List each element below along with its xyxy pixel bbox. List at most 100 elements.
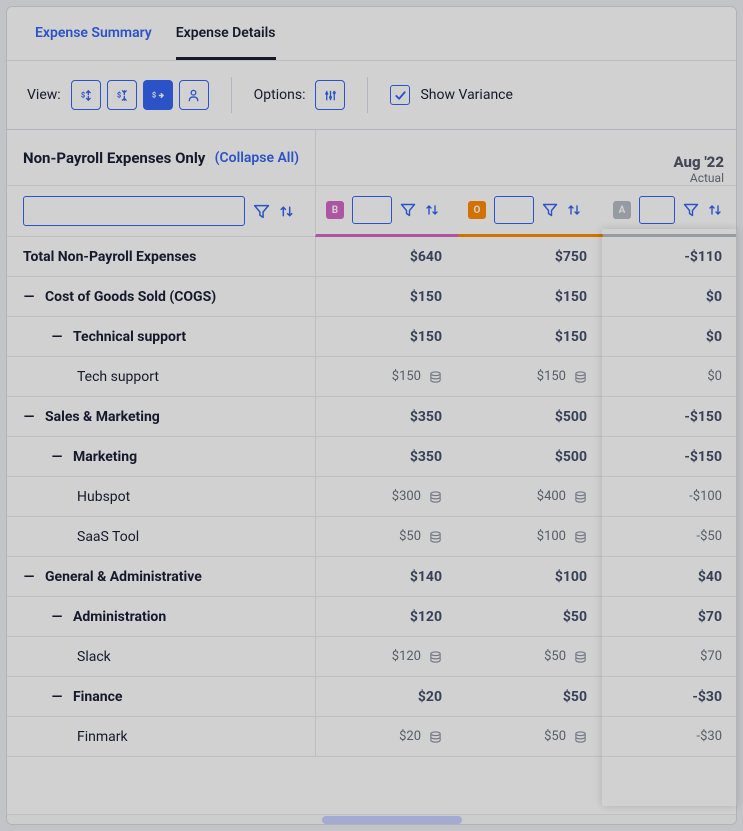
table-row-sub[interactable]: —Finance $20 $50 -$30 — [7, 677, 736, 717]
value: $100 — [555, 569, 587, 585]
toolbar-divider-1 — [231, 77, 232, 113]
sort-icon-o[interactable] — [566, 202, 582, 218]
value: $120 — [410, 609, 442, 625]
badge-o: O — [468, 201, 486, 219]
sort-icon-b[interactable] — [424, 202, 440, 218]
value: $20 — [418, 689, 442, 705]
value: -$110 — [684, 249, 722, 265]
value: $150 — [392, 369, 421, 384]
table-row-sub[interactable]: —Technical support $150 $150 $0 — [7, 317, 736, 357]
horizontal-scrollbar[interactable] — [7, 814, 736, 824]
table-row-section[interactable]: —Sales & Marketing $350 $500 -$150 — [7, 397, 736, 437]
value-cell: $300 — [315, 477, 458, 517]
header-month-cell: Aug '22 Actual — [603, 130, 737, 186]
options-btn-sliders[interactable] — [315, 80, 345, 110]
value-cell: $40 — [603, 557, 737, 597]
sort-icon[interactable] — [278, 203, 295, 220]
value-cell: -$150 — [603, 397, 737, 437]
filter-icon-b[interactable] — [400, 202, 416, 218]
scrollbar-thumb[interactable] — [322, 816, 462, 824]
value: $400 — [537, 489, 566, 504]
value-cell: $350 — [315, 437, 458, 477]
filter-icon[interactable] — [253, 203, 270, 220]
value: -$150 — [684, 409, 722, 425]
table-row-leaf[interactable]: Finmark $20 $50 -$30 — [7, 717, 736, 757]
table-body: Total Non-Payroll Expenses $640 $750 -$1… — [7, 237, 736, 757]
value-cell: $120 — [315, 597, 458, 637]
database-icon — [574, 371, 587, 383]
options-label: Options: — [254, 87, 306, 103]
table-header-2: B O A — [7, 186, 736, 237]
row-label: Slack — [7, 637, 315, 677]
view-btn-compare-3[interactable]: $ — [143, 80, 173, 110]
filter-icon-a[interactable] — [683, 202, 699, 218]
database-icon — [429, 731, 442, 743]
filter-input-a[interactable] — [639, 196, 675, 224]
value-cell: $50 — [458, 637, 603, 677]
value-cell: $150 — [458, 317, 603, 357]
database-icon — [429, 651, 442, 663]
search-input[interactable] — [23, 196, 245, 226]
view-btn-compare-1[interactable]: $ — [71, 80, 101, 110]
value: $350 — [410, 409, 442, 425]
table-row-sub[interactable]: —Marketing $350 $500 -$150 — [7, 437, 736, 477]
table-row-leaf[interactable]: Slack $120 $50 $70 — [7, 637, 736, 677]
value: $0 — [706, 289, 722, 305]
collapse-icon[interactable]: — — [51, 609, 63, 625]
table-row-leaf[interactable]: Tech support $150 $150 $0 — [7, 357, 736, 397]
database-icon — [429, 491, 442, 503]
value-cell: $350 — [315, 397, 458, 437]
value: $140 — [410, 569, 442, 585]
sort-icon-a[interactable] — [707, 202, 723, 218]
header-title: Non-Payroll Expenses Only — [23, 149, 205, 167]
value-cell: -$50 — [603, 517, 737, 557]
view-buttons: $ $ $ — [71, 80, 209, 110]
value-cell: $500 — [458, 437, 603, 477]
collapse-icon[interactable]: — — [23, 289, 35, 305]
filter-input-o[interactable] — [494, 196, 534, 224]
value-cell: $70 — [603, 597, 737, 637]
value-cell: $100 — [458, 557, 603, 597]
toolbar: View: $ $ $ Options: Show Variance — [7, 61, 736, 129]
svg-text:$: $ — [152, 90, 156, 99]
collapse-icon[interactable]: — — [51, 329, 63, 345]
table-row-sub[interactable]: —Administration $120 $50 $70 — [7, 597, 736, 637]
collapse-icon[interactable]: — — [23, 569, 35, 585]
value: $150 — [410, 289, 442, 305]
row-label: Finmark — [7, 717, 315, 757]
view-btn-compare-2[interactable]: $ — [107, 80, 137, 110]
value: $640 — [410, 249, 442, 265]
show-variance-checkbox[interactable] — [390, 85, 410, 105]
collapse-icon[interactable]: — — [51, 449, 63, 465]
value: $350 — [410, 449, 442, 465]
value-cell: $50 — [458, 677, 603, 717]
tab-expense-summary[interactable]: Expense Summary — [35, 7, 152, 60]
value: -$50 — [696, 529, 722, 544]
value-cell: $640 — [315, 237, 458, 277]
value-cell: -$110 — [603, 237, 737, 277]
tab-expense-details[interactable]: Expense Details — [176, 7, 276, 60]
view-btn-person[interactable] — [179, 80, 209, 110]
collapse-icon[interactable]: — — [23, 409, 35, 425]
filter-cell-a: A — [603, 186, 737, 237]
value-cell: $20 — [315, 717, 458, 757]
table-row-section[interactable]: —Cost of Goods Sold (COGS) $150 $150 $0 — [7, 277, 736, 317]
value: $750 — [555, 249, 587, 265]
header-month: Aug '22 — [673, 153, 724, 171]
filter-input-b[interactable] — [352, 196, 392, 224]
svg-text:$: $ — [81, 90, 85, 99]
filter-icon-o[interactable] — [542, 202, 558, 218]
table-row-leaf[interactable]: SaaS Tool $50 $100 -$50 — [7, 517, 736, 557]
database-icon — [429, 531, 442, 543]
row-label: Hubspot — [7, 477, 315, 517]
value: $150 — [555, 329, 587, 345]
table-row-section[interactable]: —General & Administrative $140 $100 $40 — [7, 557, 736, 597]
value-cell: $120 — [315, 637, 458, 677]
collapse-icon[interactable]: — — [51, 689, 63, 705]
collapse-all-link[interactable]: (Collapse All) — [215, 150, 299, 166]
value-cell: $150 — [315, 277, 458, 317]
header-col-b-blank — [315, 130, 458, 186]
value: $50 — [563, 609, 587, 625]
value-cell: $140 — [315, 557, 458, 597]
table-row-leaf[interactable]: Hubspot $300 $400 -$100 — [7, 477, 736, 517]
